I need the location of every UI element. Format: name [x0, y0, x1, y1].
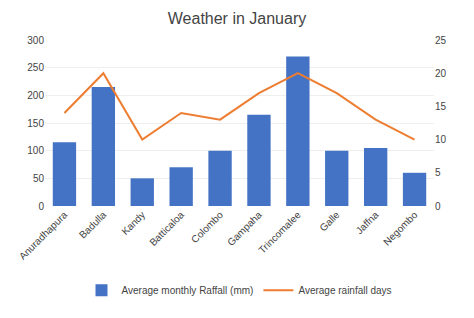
svg-text:Colombo: Colombo: [189, 209, 225, 245]
svg-text:300: 300: [27, 35, 44, 46]
svg-text:Average rainfall days: Average rainfall days: [298, 285, 391, 296]
svg-text:200: 200: [27, 90, 44, 101]
svg-text:100: 100: [27, 145, 44, 156]
svg-text:Jaffna: Jaffna: [354, 209, 381, 236]
svg-text:Trincomalee: Trincomalee: [256, 209, 303, 256]
svg-text:Galle: Galle: [317, 209, 342, 234]
svg-text:Badulla: Badulla: [77, 209, 109, 241]
svg-text:50: 50: [33, 173, 45, 184]
svg-text:5: 5: [435, 167, 441, 178]
svg-text:20: 20: [435, 68, 447, 79]
svg-text:Average monthly Raffall (mm): Average monthly Raffall (mm): [122, 285, 254, 296]
svg-text:Anuradhapura: Anuradhapura: [17, 209, 70, 262]
svg-text:Batticaloa: Batticaloa: [147, 209, 186, 248]
svg-text:10: 10: [435, 134, 447, 145]
svg-text:Weather in January: Weather in January: [168, 10, 306, 27]
svg-text:0: 0: [435, 201, 441, 212]
svg-text:Kandy: Kandy: [119, 209, 147, 237]
svg-text:150: 150: [27, 118, 44, 129]
svg-text:Gampaha: Gampaha: [225, 209, 264, 248]
svg-text:25: 25: [435, 35, 447, 46]
svg-text:Negombo: Negombo: [381, 209, 420, 248]
svg-text:0: 0: [38, 201, 44, 212]
svg-text:250: 250: [27, 62, 44, 73]
svg-text:15: 15: [435, 101, 447, 112]
